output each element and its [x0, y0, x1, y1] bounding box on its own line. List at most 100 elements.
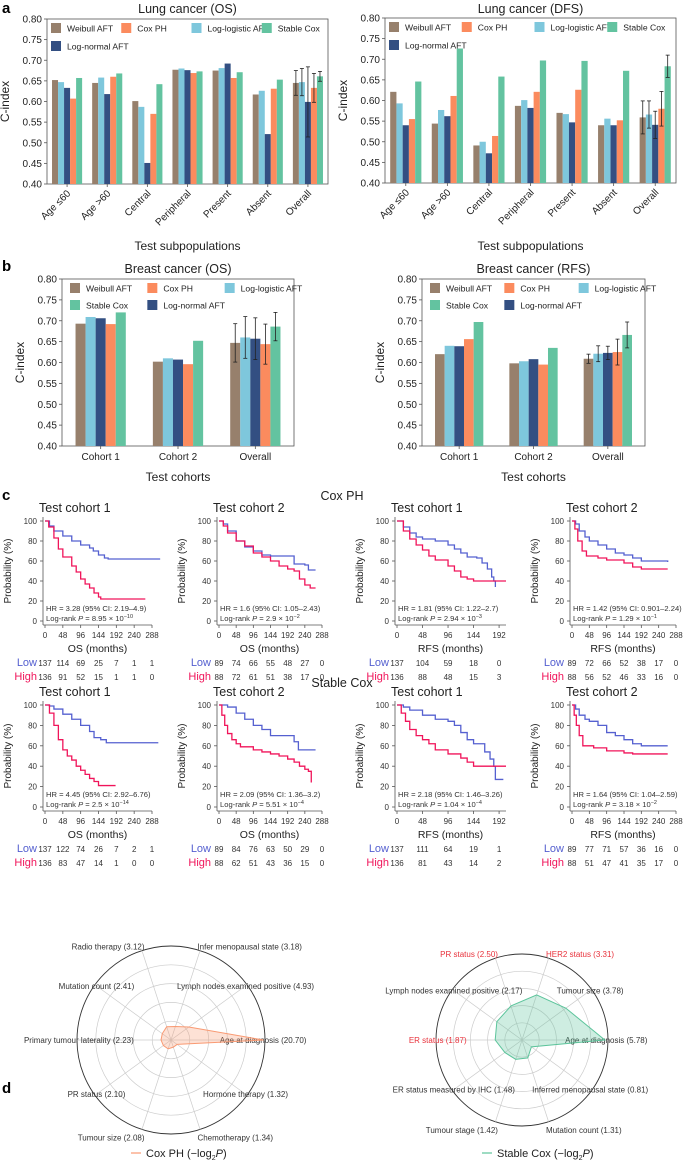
- risk-count-high: 15: [300, 859, 309, 868]
- risk-count-high: 136: [38, 859, 52, 868]
- section-title: Cox PH: [320, 489, 363, 503]
- km-plot: Test cohort 1 0 20 40 60 80 100 Probability (%)…: [355, 501, 506, 683]
- risk-count-high: 15: [94, 673, 103, 682]
- radar-spoke: [521, 1039, 549, 1122]
- bar: [568, 122, 576, 183]
- y-tick-label: 0.45: [398, 421, 418, 432]
- chart-title: Breast cancer (OS): [125, 262, 232, 276]
- y-tick-label: 0.80: [38, 275, 58, 286]
- legend-label: Cox PH: [520, 284, 550, 294]
- hazard-ratio-text: HR = 1.64 (95% CI: 1.04–2.59): [573, 790, 678, 799]
- legend-swatch: [70, 300, 80, 310]
- legend-label: Weibull AFT: [86, 284, 133, 294]
- bar: [639, 117, 646, 183]
- risk-label-high: High: [366, 671, 389, 683]
- bar-chart-lung-dfs: Lung cancer (DFS) 0.40 0.45 0.50 0.55 0.60 0.6…: [336, 2, 677, 253]
- risk-count-high: 36: [283, 859, 292, 868]
- risk-count-high: 16: [654, 673, 663, 682]
- risk-label-low: Low: [369, 843, 389, 855]
- radar-axis-label: Lymph nodes examined positive (4.93): [177, 982, 314, 991]
- y-tick-label: 0.50: [38, 400, 58, 411]
- hazard-ratio-text: HR = 3.28 (95% CI: 2.19–4.9): [46, 604, 147, 613]
- risk-count-high: 0: [150, 859, 155, 868]
- x-tick-label: Age >60: [79, 188, 114, 223]
- bar: [514, 105, 522, 183]
- risk-count-low: 66: [602, 659, 611, 668]
- risk-count-low: 7: [114, 845, 119, 854]
- risk-count-low: 19: [469, 845, 478, 854]
- log-rank-p-text: Log-rank P = 3.18 × 10−2: [573, 800, 657, 809]
- bar: [110, 76, 117, 184]
- km-title: Test cohort 1: [39, 501, 111, 515]
- y-tick-label: 0: [385, 803, 390, 812]
- legend-label: Stable Cox: [623, 23, 666, 33]
- risk-count-high: 62: [232, 859, 241, 868]
- bar: [575, 89, 582, 183]
- x-tick-label: Overall: [239, 452, 271, 463]
- bar: [402, 125, 409, 183]
- radar-axis-label: Hormone therapy (1.32): [203, 1090, 288, 1099]
- y-tick-label: 80: [380, 537, 389, 546]
- y-tick-label: 40: [28, 762, 37, 771]
- y-tick-label: 0.75: [38, 295, 58, 306]
- bar: [212, 70, 219, 184]
- y-tick-label: 100: [551, 701, 565, 710]
- km-curve-low: [219, 704, 316, 751]
- y-axis-label: C-index: [373, 342, 387, 383]
- risk-label-low: Low: [544, 657, 564, 669]
- bar: [616, 120, 623, 183]
- km-curve-high: [397, 704, 506, 767]
- km-plot: Test cohort 2 0 20 40 60 80 100 Probability (%)…: [177, 501, 329, 683]
- risk-label-high: High: [14, 857, 37, 869]
- bar: [218, 68, 225, 184]
- y-tick-label: 100: [24, 517, 38, 526]
- risk-count-low: 74: [232, 659, 241, 668]
- risk-count-low: 1: [132, 659, 137, 668]
- bar: [178, 68, 185, 184]
- radar-axis-label: PR status (2.10): [68, 1090, 126, 1099]
- risk-count-low: 1: [150, 845, 155, 854]
- legend-swatch: [504, 283, 515, 293]
- bar: [610, 125, 617, 183]
- risk-count-low: 55: [266, 659, 275, 668]
- risk-count-high: 1: [114, 859, 119, 868]
- bar: [172, 359, 184, 446]
- bar: [454, 346, 464, 446]
- y-tick-label: 0.55: [38, 379, 58, 390]
- log-rank-p-text: Log-rank P = 1.04 × 10−4: [398, 800, 482, 809]
- radar-axis-label: Chemotherapy (1.34): [197, 1134, 273, 1143]
- risk-count-low: 64: [444, 845, 453, 854]
- x-tick-label: 192: [110, 817, 124, 826]
- bar: [85, 316, 96, 446]
- legend-label: Log-normal AFT: [163, 301, 225, 311]
- risk-count-low: 89: [568, 845, 577, 854]
- risk-count-low: 84: [232, 845, 241, 854]
- risk-count-low: 137: [390, 659, 404, 668]
- x-tick-label: 144: [617, 817, 631, 826]
- legend-swatch: [534, 22, 545, 32]
- x-tick-label: 192: [281, 817, 295, 826]
- x-tick-label: 144: [92, 817, 106, 826]
- x-tick-label: Age ≤60: [39, 188, 73, 222]
- bar: [196, 71, 203, 184]
- bar: [450, 95, 457, 183]
- km-curve-low: [572, 704, 668, 747]
- y-tick-label: 0.45: [361, 158, 381, 169]
- risk-label-high: High: [366, 857, 389, 869]
- radar-axis-label: Infer menopausal state (3.18): [197, 942, 302, 951]
- bar: [519, 361, 529, 446]
- risk-label-high: High: [188, 857, 211, 869]
- y-tick-label: 0.65: [23, 76, 43, 87]
- bar: [75, 323, 86, 446]
- risk-count-high: 47: [76, 859, 85, 868]
- bar-chart-breast-rfs: Breast cancer (RFS) 0.40 0.45 0.50 0.55 0.60 0…: [373, 262, 657, 484]
- risk-count-high: 51: [266, 673, 275, 682]
- risk-label-high: High: [541, 857, 564, 869]
- bar: [598, 125, 605, 183]
- x-tick-label: 48: [418, 817, 427, 826]
- bar: [509, 363, 520, 446]
- y-tick-label: 80: [28, 721, 37, 730]
- y-tick-label: 0.50: [23, 138, 43, 149]
- bar: [583, 358, 594, 446]
- x-axis-label: RFS (months): [590, 829, 655, 841]
